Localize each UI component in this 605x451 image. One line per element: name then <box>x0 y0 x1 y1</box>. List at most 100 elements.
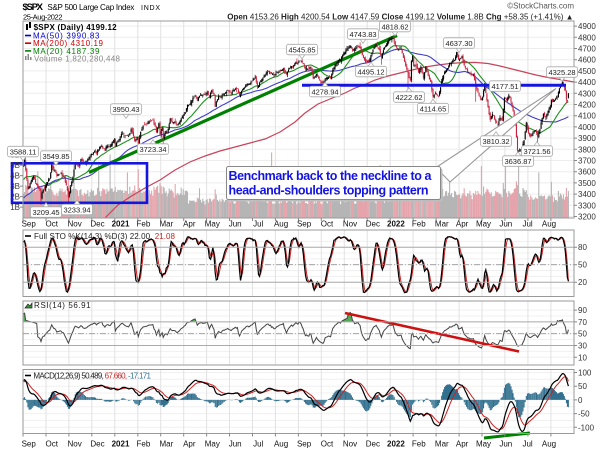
svg-text:head-and-shoulders topping pat: head-and-shoulders topping pattern <box>229 184 429 198</box>
svg-text:Oct: Oct <box>321 440 334 449</box>
svg-text:Benchmark back to the neckline: Benchmark back to the neckline to a <box>229 169 433 183</box>
svg-text:2B: 2B <box>10 193 20 202</box>
svg-text:Jul: Jul <box>253 220 263 229</box>
svg-text:Mar: Mar <box>435 220 449 229</box>
svg-text:3300: 3300 <box>578 201 596 210</box>
svg-text:80: 80 <box>578 243 587 252</box>
svg-text:3700: 3700 <box>578 157 596 166</box>
svg-text:50: 50 <box>578 261 587 270</box>
svg-text:Nov: Nov <box>343 440 357 449</box>
svg-text:4278.94: 4278.94 <box>311 87 338 96</box>
svg-text:3200: 3200 <box>578 213 596 222</box>
svg-text:Aug: Aug <box>274 440 288 449</box>
svg-text:Jun: Jun <box>229 220 242 229</box>
svg-text:Aug: Aug <box>542 440 556 449</box>
svg-text:S&P 500 Large Cap Index: S&P 500 Large Cap Index <box>47 3 134 12</box>
svg-text:50: 50 <box>578 382 587 391</box>
svg-text:3810.32: 3810.32 <box>482 137 509 146</box>
svg-text:50: 50 <box>578 330 587 339</box>
svg-text:Nov: Nov <box>67 440 81 449</box>
svg-text:100: 100 <box>578 369 592 378</box>
svg-text:4637.30: 4637.30 <box>445 39 472 48</box>
svg-text:Sep: Sep <box>297 220 312 229</box>
svg-text:Apr: Apr <box>183 220 196 229</box>
svg-text:30: 30 <box>578 342 587 351</box>
svg-text:4600: 4600 <box>578 56 596 65</box>
svg-text:0: 0 <box>578 396 583 405</box>
svg-text:Dec: Dec <box>366 220 380 229</box>
svg-text:4222.62: 4222.62 <box>395 93 422 102</box>
svg-text:3900: 3900 <box>578 134 596 143</box>
svg-text:4800: 4800 <box>578 33 596 42</box>
svg-text:4000: 4000 <box>578 123 596 132</box>
svg-text:3800: 3800 <box>578 145 596 154</box>
svg-text:4300: 4300 <box>578 89 596 98</box>
svg-text:20: 20 <box>578 278 587 287</box>
svg-text:10: 10 <box>578 353 587 362</box>
svg-text:Oct: Oct <box>45 440 58 449</box>
svg-text:Jun: Jun <box>499 220 512 229</box>
svg-text:3721.56: 3721.56 <box>523 147 550 156</box>
svg-text:2022: 2022 <box>387 440 405 449</box>
svg-text:4818.62: 4818.62 <box>381 22 408 31</box>
svg-text:Open 4153.26 High 4200.54 Low: Open 4153.26 High 4200.54 Low 4147.59 Cl… <box>227 13 573 22</box>
svg-text:May: May <box>476 220 491 229</box>
svg-text:MA(50) 3990.83: MA(50) 3990.83 <box>33 32 100 41</box>
svg-text:MA(200) 4310.19: MA(200) 4310.19 <box>33 39 104 48</box>
svg-text:4400: 4400 <box>578 78 596 87</box>
svg-text:Dec: Dec <box>90 220 104 229</box>
svg-text:May: May <box>205 440 220 449</box>
svg-text:3500: 3500 <box>578 179 596 188</box>
svg-text:90: 90 <box>578 306 587 315</box>
svg-text:4325.28: 4325.28 <box>548 68 575 77</box>
svg-text:2022: 2022 <box>387 220 405 229</box>
svg-text:4114.65: 4114.65 <box>420 104 447 113</box>
svg-text:2021: 2021 <box>112 440 130 449</box>
svg-text:Sep: Sep <box>297 440 312 449</box>
svg-text:3588.11: 3588.11 <box>10 147 37 156</box>
svg-text:Apr: Apr <box>456 220 469 229</box>
svg-text:Oct: Oct <box>45 220 58 229</box>
svg-text:Aug: Aug <box>274 220 288 229</box>
svg-text:3600: 3600 <box>578 168 596 177</box>
svg-text:4900: 4900 <box>578 22 596 31</box>
svg-text:1B: 1B <box>10 203 20 212</box>
svg-text:Volume 1,820,280,448: Volume 1,820,280,448 <box>34 55 121 64</box>
svg-text:Feb: Feb <box>137 440 151 449</box>
svg-text:3B: 3B <box>10 182 20 191</box>
svg-text:Jul: Jul <box>522 440 532 449</box>
svg-text:3209.45: 3209.45 <box>32 208 59 217</box>
svg-text:Full STO %K(14,3) %D(3) 22.00,: Full STO %K(14,3) %D(3) 22.00, 21.08 <box>34 232 176 241</box>
svg-text:Jul: Jul <box>522 220 532 229</box>
svg-text:4700: 4700 <box>578 45 596 54</box>
svg-text:Feb: Feb <box>137 220 151 229</box>
svg-text:MA(20) 4187.39: MA(20) 4187.39 <box>33 47 100 56</box>
svg-text:25-Aug-2022: 25-Aug-2022 <box>23 13 63 22</box>
svg-text:Dec: Dec <box>366 440 380 449</box>
svg-text:Mar: Mar <box>160 220 174 229</box>
svg-text:INDX: INDX <box>141 5 160 12</box>
svg-text:Sep: Sep <box>22 440 37 449</box>
svg-text:©StockCharts.com: ©StockCharts.com <box>507 2 574 11</box>
svg-text:3950.43: 3950.43 <box>112 105 139 114</box>
svg-text:4200: 4200 <box>578 101 596 110</box>
svg-text:2021: 2021 <box>112 220 130 229</box>
svg-text:RSI(14) 56.91: RSI(14) 56.91 <box>34 301 91 310</box>
svg-text:3400: 3400 <box>578 190 596 199</box>
svg-text:Aug: Aug <box>542 220 556 229</box>
svg-text:4177.51: 4177.51 <box>491 82 518 91</box>
svg-text:May: May <box>476 440 491 449</box>
svg-text:Oct: Oct <box>321 220 334 229</box>
svg-text:4743.83: 4743.83 <box>349 30 376 39</box>
svg-text:Sep: Sep <box>22 220 37 229</box>
svg-text:3233.94: 3233.94 <box>63 205 90 214</box>
svg-text:4500: 4500 <box>578 67 596 76</box>
svg-text:Feb: Feb <box>412 440 426 449</box>
svg-text:$SPX (Daily) 4199.12: $SPX (Daily) 4199.12 <box>34 23 118 32</box>
svg-text:4B: 4B <box>10 172 20 181</box>
svg-text:Apr: Apr <box>183 440 196 449</box>
svg-text:Apr: Apr <box>456 440 469 449</box>
svg-text:Nov: Nov <box>67 220 81 229</box>
svg-text:MACD(12,26,9) 50.489, 67.660,: MACD(12,26,9) 50.489, 67.660, -17.171 <box>33 372 151 381</box>
svg-text:70: 70 <box>578 318 587 327</box>
